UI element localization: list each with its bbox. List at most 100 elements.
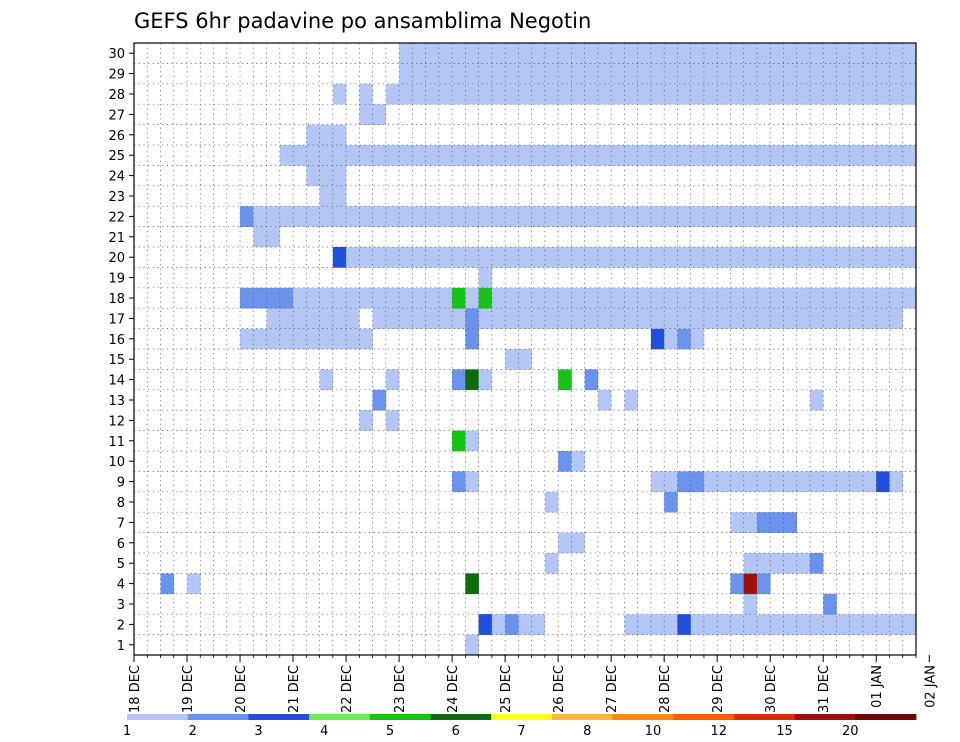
data-cell	[849, 287, 864, 309]
data-cell	[518, 43, 532, 64]
legend-swatch	[733, 714, 796, 720]
data-cell	[597, 247, 612, 268]
data-cell	[518, 63, 532, 85]
data-cell	[743, 593, 758, 615]
y-tick-label: 1	[117, 639, 125, 654]
data-cell	[624, 145, 638, 166]
data-cell	[544, 43, 559, 64]
data-cell	[637, 206, 652, 227]
data-cell	[664, 43, 678, 64]
data-cell	[332, 165, 347, 187]
data-cell	[677, 287, 691, 309]
data-cell	[836, 308, 851, 329]
data-cell	[624, 247, 638, 268]
legend-label: 5	[386, 724, 394, 739]
data-cell	[412, 287, 426, 309]
legend-label: 10	[645, 724, 662, 739]
data-cell	[770, 308, 784, 329]
data-cell	[531, 145, 546, 166]
legend-swatch	[551, 714, 613, 720]
legend-swatch	[430, 714, 492, 720]
data-cell	[717, 145, 731, 166]
data-cell	[425, 83, 440, 105]
data-cell	[306, 308, 320, 329]
data-cell	[518, 83, 532, 105]
data-cell	[862, 63, 877, 85]
data-cell	[796, 206, 811, 227]
data-cell	[836, 145, 851, 166]
data-cell	[770, 247, 784, 268]
legend-swatch	[673, 714, 735, 720]
data-cell	[690, 247, 705, 268]
legend-label: 1	[123, 724, 131, 739]
data-cell	[319, 124, 334, 146]
chart-title: GEFS 6hr padavine po ansamblima Negotin	[134, 9, 591, 33]
data-cell	[240, 206, 254, 227]
data-cell	[677, 43, 691, 64]
data-cell	[743, 614, 758, 635]
data-cell	[677, 247, 691, 268]
data-cell	[438, 247, 453, 268]
data-cell	[664, 614, 678, 635]
data-cell	[518, 247, 532, 268]
data-cell	[876, 287, 890, 309]
data-cell	[306, 328, 320, 350]
data-cell	[438, 287, 453, 309]
data-cell	[452, 63, 466, 85]
data-cell	[385, 410, 400, 431]
data-cell	[332, 287, 347, 309]
data-cell	[518, 349, 532, 370]
data-cell	[770, 512, 784, 533]
data-cell	[385, 206, 400, 227]
data-cell	[372, 104, 387, 125]
data-cell	[571, 247, 585, 268]
data-cell	[756, 573, 771, 595]
data-cell	[505, 247, 519, 268]
data-cell	[796, 83, 811, 105]
data-cell	[756, 43, 771, 64]
data-cell	[611, 43, 625, 64]
data-cell	[412, 145, 426, 166]
data-cell	[399, 63, 413, 85]
data-cell	[637, 308, 652, 329]
data-cell	[346, 328, 360, 350]
data-cell	[756, 512, 771, 533]
data-cell	[902, 145, 917, 166]
data-cell	[743, 573, 758, 595]
y-tick-label: 8	[117, 496, 125, 511]
data-cell	[531, 43, 546, 64]
data-cell	[876, 83, 890, 105]
data-cell	[756, 206, 771, 227]
data-cell	[703, 63, 718, 85]
data-cell	[902, 247, 917, 268]
data-cell	[359, 410, 373, 431]
data-cell	[730, 573, 744, 595]
data-cell	[796, 614, 811, 635]
data-cell	[346, 145, 360, 166]
data-cell	[452, 369, 466, 391]
y-tick-label: 7	[117, 516, 125, 531]
data-cell	[902, 63, 917, 85]
data-cell	[544, 247, 559, 268]
data-cell	[465, 430, 479, 452]
data-cell	[558, 247, 572, 268]
data-cell	[902, 206, 917, 227]
data-cell	[332, 308, 347, 329]
data-cell	[823, 83, 837, 105]
data-cell	[664, 328, 678, 350]
data-cell	[809, 389, 824, 411]
data-cell	[518, 614, 532, 635]
data-cell	[664, 206, 678, 227]
data-cell	[717, 43, 731, 64]
data-cell	[902, 83, 917, 105]
data-cell	[478, 614, 493, 635]
x-tick-label: 25 DEC	[499, 665, 514, 713]
data-cell	[756, 614, 771, 635]
x-tick-label: 22 DEC	[340, 665, 355, 713]
data-cell	[372, 389, 387, 411]
data-cell	[319, 165, 334, 187]
data-cell	[703, 206, 718, 227]
data-cell	[372, 287, 387, 309]
data-cell	[425, 63, 440, 85]
y-tick-label: 30	[108, 47, 125, 62]
